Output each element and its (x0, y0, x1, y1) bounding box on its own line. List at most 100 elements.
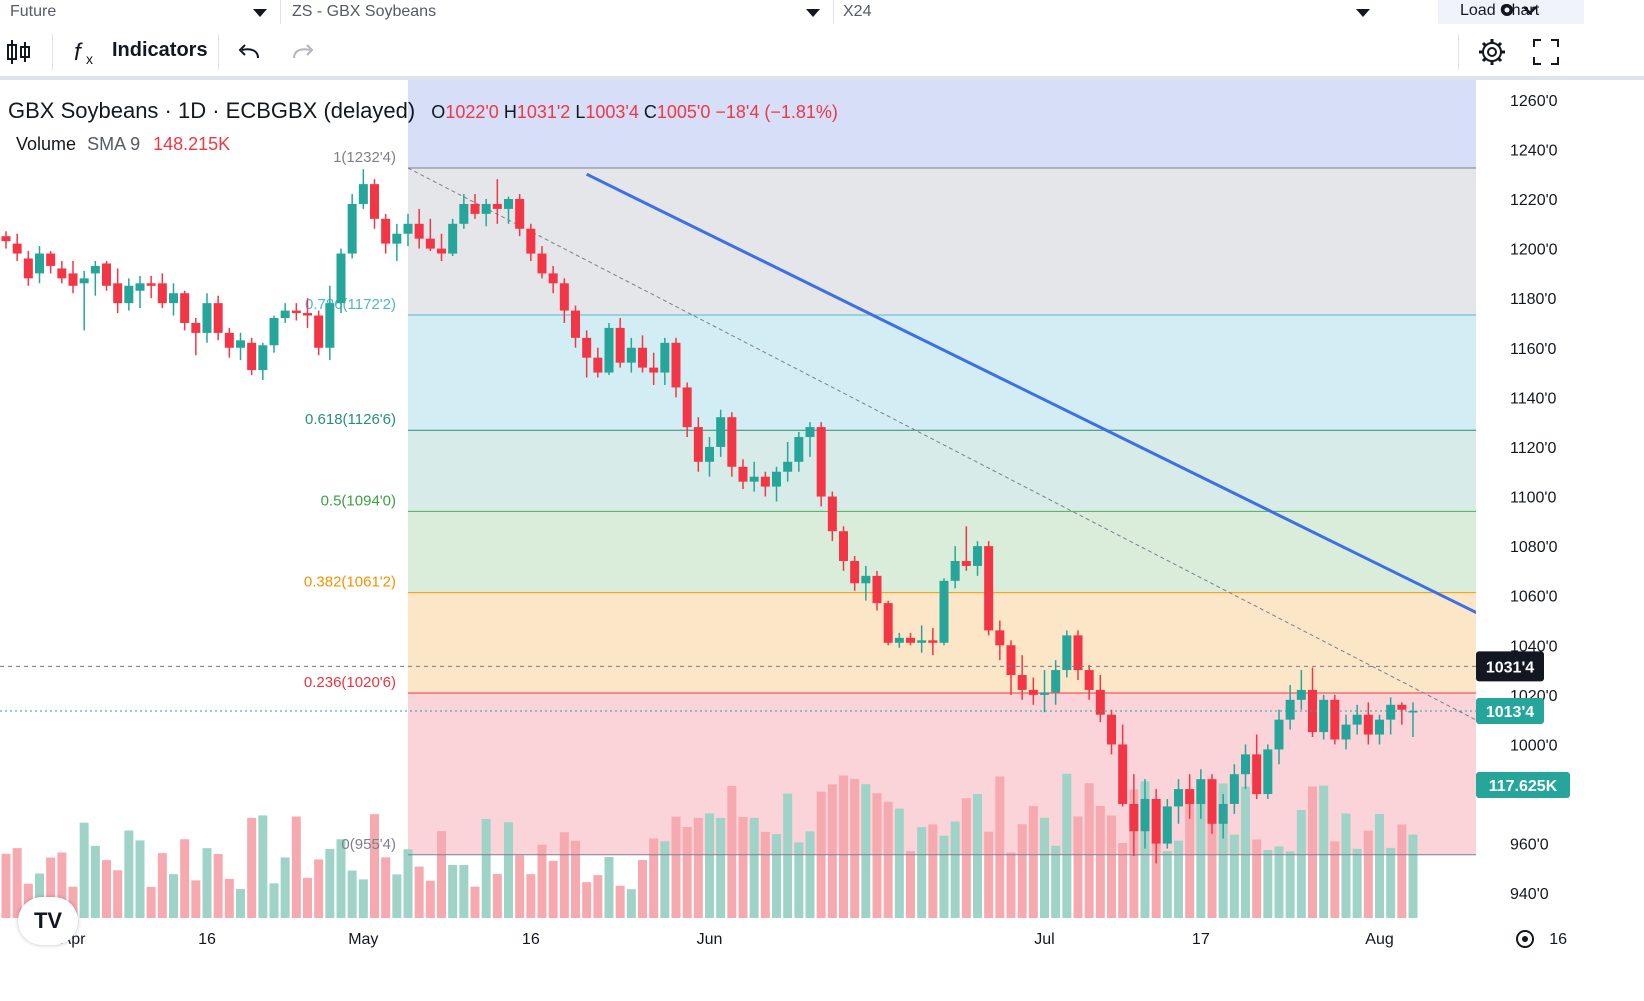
candle-body (984, 546, 994, 631)
low-label: L (575, 102, 586, 122)
candles-icon[interactable] (6, 38, 32, 66)
contract-select[interactable]: X24 (843, 3, 872, 20)
volume-bar (1140, 781, 1150, 918)
volume-bar (1051, 845, 1061, 918)
volume-bar (124, 830, 134, 918)
trendlines[interactable] (586, 172, 1644, 878)
time-tick-label: Jul (1034, 931, 1054, 948)
load-chart-button[interactable]: Load Chart (1438, 0, 1584, 24)
redo-icon[interactable] (290, 42, 316, 62)
crosshair (0, 665, 1476, 712)
gear-icon[interactable] (1476, 36, 1508, 68)
candle-body (1308, 689, 1317, 733)
price-tick-label: 1260'0 (1510, 93, 1558, 110)
tradingview-logo-icon[interactable]: TV (18, 897, 78, 945)
price-axis[interactable]: 1260'0 1240'0 1220'0 1200'0 1180'0 1160'0 1140… (1476, 80, 1644, 1001)
volume-bar (995, 776, 1005, 918)
candle-body (146, 283, 156, 286)
candle-body (559, 283, 569, 311)
volume-bar (358, 879, 368, 918)
candle-body (816, 427, 826, 497)
candle-body (772, 471, 781, 487)
undo-icon[interactable] (236, 42, 262, 62)
contract-chevron-down-icon[interactable] (1356, 9, 1370, 17)
volume-bar (839, 775, 848, 918)
candle-body (1006, 645, 1016, 676)
volume-bar (1408, 834, 1418, 918)
axis-settings-icon[interactable] (1516, 930, 1534, 948)
candle-body (459, 203, 469, 224)
volume-bar (1118, 842, 1128, 918)
asset-type-chevron-down-icon[interactable] (253, 9, 267, 17)
candle-body (425, 238, 435, 249)
fx-icon[interactable]: f x (72, 38, 98, 66)
candle-body (314, 315, 324, 348)
volume-bar (537, 844, 547, 918)
candle-body (1341, 724, 1351, 740)
volume-bar (682, 827, 692, 918)
volume-bar (1363, 830, 1373, 918)
candle-body (46, 253, 56, 266)
time-axis[interactable]: Apr16May16JunJul17Aug161806 Sep '24 (0, 918, 1644, 1001)
price-tick-label: 1200'0 (1510, 242, 1558, 259)
volume-bar (671, 816, 681, 918)
volume-bar (1174, 840, 1183, 918)
volume-bar (79, 822, 89, 918)
volume-bar (191, 880, 201, 918)
candle-body (403, 223, 413, 234)
volume-bar (705, 813, 714, 918)
indicators-button[interactable]: Indicators (112, 39, 208, 61)
candle-body (1095, 689, 1105, 715)
candle-body (727, 417, 737, 467)
time-tick-label: 16 (1549, 931, 1567, 948)
volume-bar (1062, 773, 1072, 918)
asset-type-select[interactable]: Future (10, 3, 57, 20)
volume-bar (660, 841, 670, 918)
volume-sma-label: SMA 9 (87, 134, 141, 154)
candle-body (928, 640, 938, 643)
price-tick-label: 1240'0 (1510, 142, 1558, 159)
candle-body (1207, 779, 1217, 824)
candle-body (716, 417, 726, 447)
candle-body (827, 496, 837, 532)
candle-body (805, 427, 815, 438)
candle-body (414, 223, 424, 239)
candle-body (258, 345, 268, 371)
volume-bar (1196, 797, 1206, 918)
volume-bar (269, 883, 279, 918)
volume-bar (928, 824, 938, 918)
fullscreen-icon[interactable] (1532, 38, 1560, 66)
candle-body (626, 347, 636, 363)
candle-body (224, 332, 234, 348)
volume-bar (1308, 786, 1317, 918)
axis-settings-dot (1522, 936, 1528, 942)
volume-bar (57, 852, 67, 918)
chart-settings-gear-icon[interactable] (1496, 1, 1540, 21)
volume-bar (202, 848, 212, 918)
volume-bar (1263, 850, 1273, 918)
volume-bar (1386, 847, 1396, 918)
fib-level-label: 0.5(1094'0) (321, 492, 396, 509)
candle-body (492, 203, 502, 209)
volume-bar (414, 866, 424, 918)
candle-body (1330, 699, 1340, 740)
volume-bar (749, 817, 759, 918)
candle-body (291, 310, 301, 314)
volume-bar (950, 821, 960, 918)
candle-body (1408, 710, 1418, 713)
candle-body (1185, 789, 1195, 804)
candle-body (850, 560, 860, 584)
symbol-chevron-down-icon[interactable] (806, 9, 820, 17)
low-value: 1003'4 (585, 102, 639, 122)
symbol-select[interactable]: ZS - GBX Soybeans (292, 3, 437, 20)
top-bar: Future ZS - GBX Soybeans X24 Load Chart (0, 0, 1644, 24)
candle-body (749, 476, 759, 482)
ohlc-values: O1022'0 H1031'2 L1003'4 C1005'0 −18'4 (−… (431, 102, 838, 122)
volume-bar (68, 886, 78, 918)
candle-body (671, 342, 681, 388)
price-tick-label: 1180'0 (1510, 291, 1556, 308)
candle-body (682, 387, 692, 428)
volume-bar (1084, 783, 1094, 918)
price-chart[interactable]: 1(1232'4) 0.786(1172'2) 0.618(1126'6) 0.5(1… (0, 80, 1644, 1001)
volume-bar (1296, 810, 1306, 918)
